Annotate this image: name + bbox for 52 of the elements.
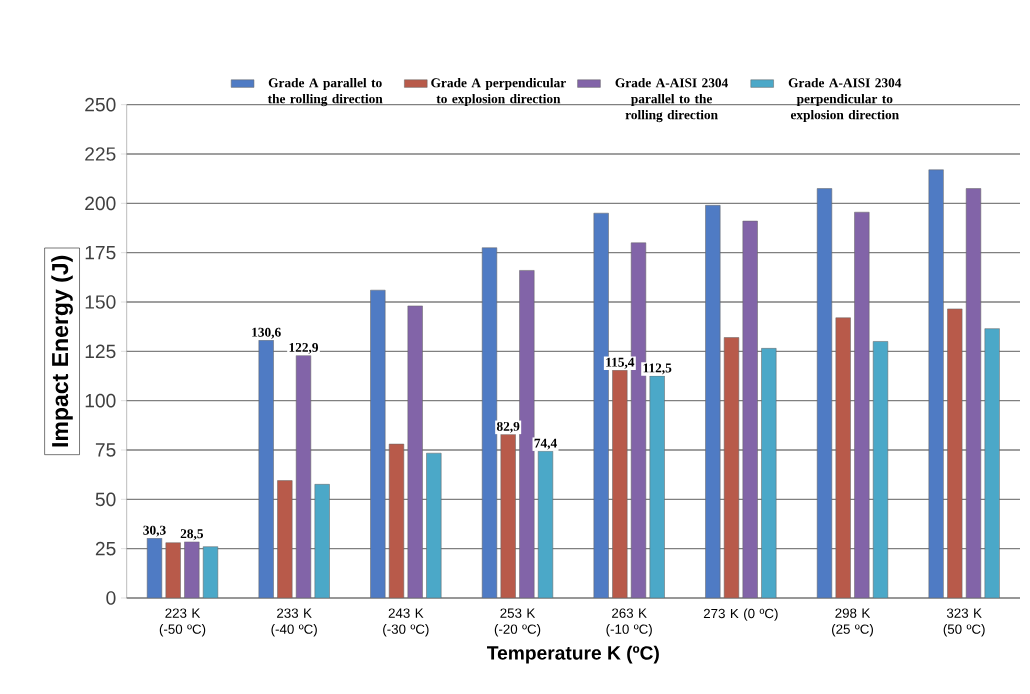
- bar: [407, 305, 423, 598]
- y-tick-label: 50: [95, 492, 116, 507]
- bar: [500, 434, 516, 598]
- data-label: 30,3: [143, 525, 166, 537]
- legend-label: Grade A parallel to the rolling direction: [267, 77, 383, 107]
- data-label: 122,9: [289, 342, 319, 354]
- data-label: 28,5: [180, 529, 204, 541]
- x-tick-label: 298 K (25 ºC): [832, 608, 873, 637]
- legend-label: Grade A perpendicular to explosion direction: [431, 77, 566, 107]
- bar: [742, 220, 758, 598]
- bar: [519, 270, 535, 598]
- data-label: 74,4: [534, 438, 557, 450]
- y-tick-label: 200: [85, 196, 116, 211]
- x-tick-label: 323 K (50 ºC): [943, 608, 985, 637]
- y-tick-label: 75: [95, 443, 116, 457]
- bar: [835, 317, 851, 598]
- x-tick-label: 223 K (-50 ºC): [159, 608, 206, 637]
- bar: [184, 541, 200, 598]
- x-axis-title: Temperature K (ºC): [487, 645, 659, 664]
- bar: [277, 480, 293, 598]
- data-label: 130,6: [252, 327, 281, 339]
- bar: [761, 348, 777, 598]
- bar: [258, 340, 274, 598]
- data-label: 82,9: [496, 421, 520, 433]
- x-tick-label: 263 K (-10 ºC): [606, 608, 652, 637]
- y-tick-label: 250: [85, 97, 116, 112]
- y-tick-label: 25: [95, 541, 116, 556]
- y-tick-label: 150: [85, 295, 116, 309]
- bar: [984, 328, 1000, 598]
- bar: [705, 205, 721, 598]
- y-tick-label: 125: [85, 344, 116, 359]
- bar: [854, 211, 870, 598]
- y-tick-label: 0: [106, 591, 116, 605]
- bar: [426, 452, 442, 598]
- bar: [370, 289, 386, 598]
- x-tick-label: 273 K (0 ºC): [703, 608, 778, 621]
- y-tick-label: 175: [85, 245, 116, 260]
- x-tick-label: 233 K (-40 ºC): [271, 608, 317, 637]
- y-tick-label: 100: [85, 393, 116, 408]
- bar: [947, 308, 963, 598]
- legend-label: Grade A-AISI 2304 parallel to the rolling direction: [615, 77, 728, 123]
- bar: [314, 484, 330, 598]
- bar: [165, 542, 181, 598]
- bar: [612, 370, 628, 598]
- x-tick-label: 253 K (-20 ºC): [494, 608, 541, 637]
- x-tick-label: 243 K (-30 ºC): [383, 608, 429, 637]
- bar: [928, 169, 944, 598]
- legend-label: Grade A-AISI 2304 perpendicular to explosion direction: [788, 77, 902, 123]
- y-tick-label: 225: [85, 147, 116, 161]
- data-label: 112,5: [643, 363, 672, 375]
- data-label: 115,4: [606, 357, 635, 369]
- y-axis-title: Impact Energy (J): [51, 255, 73, 447]
